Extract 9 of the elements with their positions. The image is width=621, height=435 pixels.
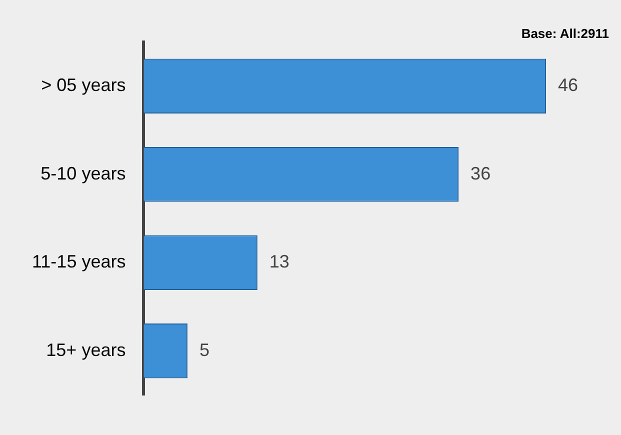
y-tick-label: > 05 years <box>41 75 126 96</box>
y-tick-label: 15+ years <box>46 340 126 360</box>
data-label: 13 <box>269 252 290 272</box>
y-tick-label: 5-10 years <box>40 163 126 184</box>
data-label: 5 <box>199 340 210 360</box>
data-label: 46 <box>558 75 578 96</box>
annotation: Base: All:2911 <box>521 26 609 42</box>
data-label: 36 <box>470 163 491 184</box>
y-tick-label: 11-15 years <box>32 252 126 272</box>
